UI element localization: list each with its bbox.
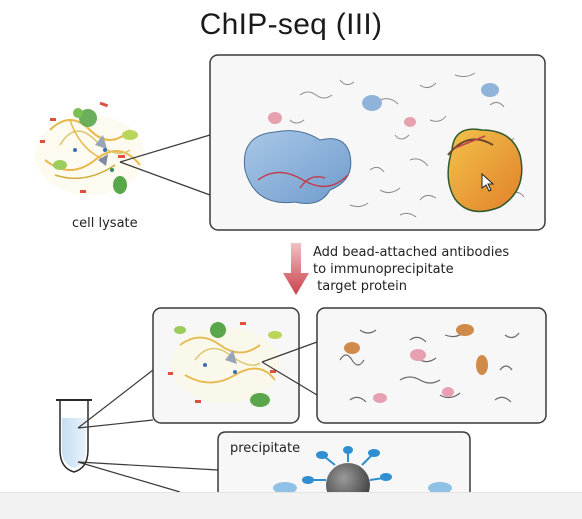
slide-title: ChIP-seq (III) [199,8,383,41]
test-tube-icon [56,399,92,473]
down-arrow-icon [283,243,309,295]
target-protein [447,128,523,213]
precipitate-label: precipitate [230,441,301,456]
cell-lysate-label: cell lysate [72,216,138,231]
step-line-1: Add bead-attached antibodies [313,245,510,260]
bottom-toolbar-strip [0,492,582,519]
fragment-zoom-panel [316,307,547,424]
lysate-mix-cluster [168,322,282,407]
precipitate-panel [217,431,471,492]
cell-lysate-cluster [35,101,145,195]
step-line-2: to immunoprecipitate [313,262,454,277]
cursor-icon [481,172,495,192]
step-line-3: target protein [313,279,408,294]
dna-binding-protein-blue [243,130,352,204]
chromatin-fragments [339,324,520,403]
small-protein-blue [362,95,382,111]
